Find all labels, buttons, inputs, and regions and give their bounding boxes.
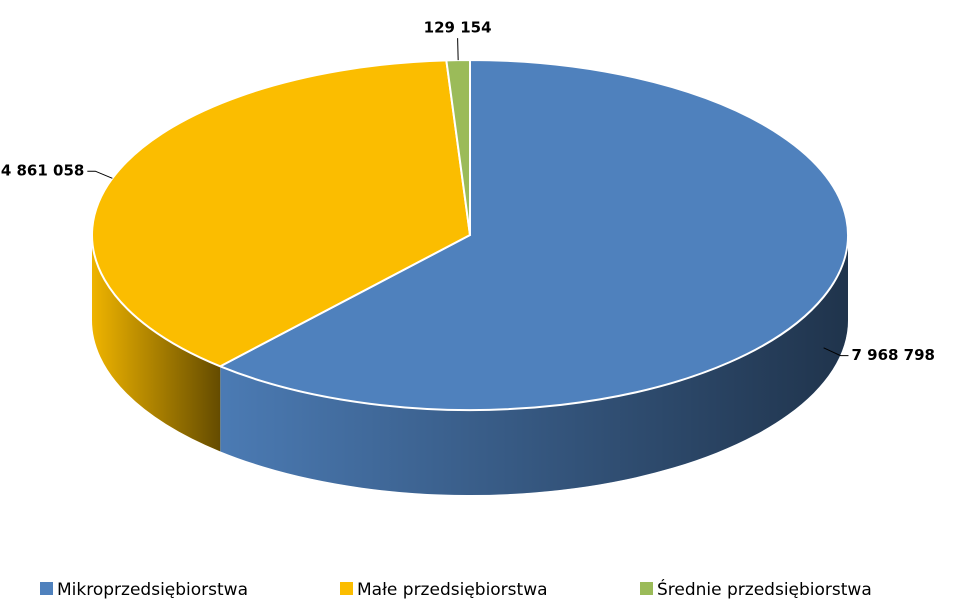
- leader-line: [457, 38, 459, 61]
- leader-line: [87, 170, 113, 179]
- legend-swatch: [40, 582, 53, 595]
- slice-side-shade: [220, 235, 849, 495]
- legend-label: Małe przedsiębiorstwa: [357, 580, 548, 600]
- slice: [217, 58, 849, 495]
- value-label: 4 861 058: [1, 162, 85, 180]
- value-label: 7 968 798: [851, 346, 935, 364]
- legend-swatch: [340, 582, 353, 595]
- value-label: 129 154: [424, 19, 492, 37]
- legend-swatch: [640, 582, 653, 595]
- legend-label: Mikroprzedsiębiorstwa: [57, 580, 248, 600]
- slice: [91, 59, 472, 452]
- slice-side-shade: [92, 235, 221, 452]
- slice-top: [217, 58, 849, 411]
- slice-top: [91, 59, 472, 368]
- leader-line: [823, 347, 849, 357]
- legend-label: Średnie przedsiębiorstwa: [657, 578, 872, 600]
